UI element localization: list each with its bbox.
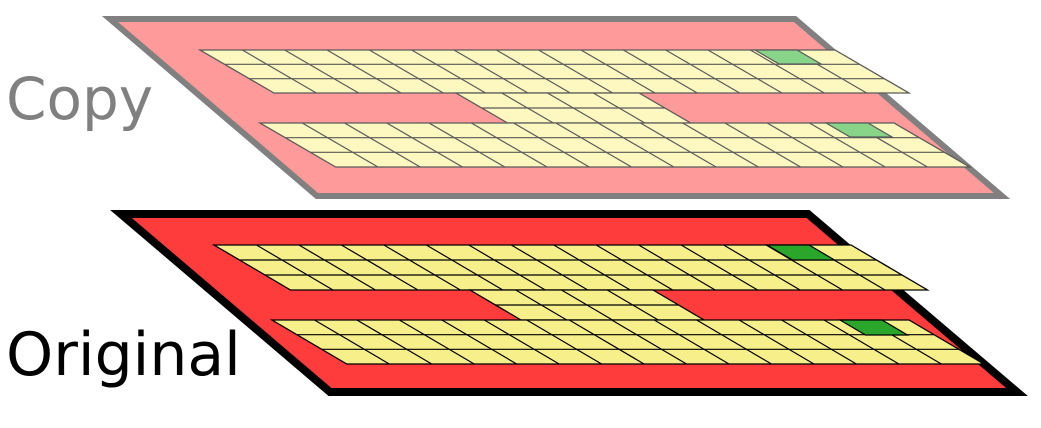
copy-grid-line <box>386 122 463 168</box>
original-grid-line <box>611 319 687 365</box>
original-grid-line <box>561 289 613 321</box>
copy-layer <box>101 16 1011 199</box>
original-grid-line <box>383 244 461 291</box>
copy-grid-line <box>707 49 783 94</box>
original-grid-line <box>653 319 730 365</box>
original-grid-line <box>484 319 560 365</box>
original-grid-line <box>638 244 716 291</box>
copy-marker-cell <box>823 122 895 138</box>
original-grid-line <box>595 244 674 291</box>
original-grid-line <box>510 244 589 291</box>
original-grid-line <box>680 244 758 291</box>
copy-grid-line <box>326 49 402 94</box>
original-grid-line <box>781 319 857 365</box>
copy-grid-line <box>724 122 801 168</box>
copy-grid-line <box>750 49 825 94</box>
copy-label: Copy <box>6 65 154 133</box>
original-grid-line <box>256 244 334 291</box>
copy-grid-line <box>513 122 590 168</box>
copy-grid-line <box>496 49 571 94</box>
original-grid-line <box>399 319 475 365</box>
original-grid-line <box>468 244 546 291</box>
copy-grid-line <box>547 92 600 124</box>
copy-grid-line <box>623 49 698 94</box>
original-grid-line <box>738 319 815 365</box>
copy-grid-line <box>640 122 717 168</box>
original-label: Original <box>6 320 241 390</box>
copy-grid-line <box>809 122 886 168</box>
copy-grid-line <box>411 49 486 94</box>
original-grid-line <box>568 319 645 365</box>
copy-grid-line <box>428 122 506 168</box>
original-grid-line <box>298 244 376 291</box>
original-grid-line <box>426 244 504 291</box>
copy-grid-line <box>501 92 554 124</box>
original-grid-line <box>606 289 659 321</box>
original-grid-line <box>314 319 390 365</box>
copy-grid-line <box>242 49 317 94</box>
copy-grid-line <box>580 49 656 94</box>
original-grid-line <box>356 319 433 365</box>
original-grid-line <box>723 244 801 291</box>
copy-grid-line <box>453 49 529 94</box>
copy-grid-line <box>555 122 632 168</box>
original-marker-cell <box>837 319 910 336</box>
copy-grid-line <box>344 122 421 168</box>
copy-grid-line <box>471 122 548 168</box>
copy-marker-cell <box>752 49 824 65</box>
copy-grid-line <box>665 49 740 94</box>
original-grid-line <box>515 289 568 321</box>
original-grid-line <box>696 319 772 365</box>
copy-grid-line <box>284 49 359 94</box>
copy-grid-line <box>301 122 379 168</box>
copy-grid-line <box>682 122 759 168</box>
original-grid-line <box>553 244 631 291</box>
original-grid-line <box>526 319 602 365</box>
copy-grid-line <box>766 122 844 168</box>
original-grid-line <box>823 319 900 365</box>
original-marker-cell <box>764 244 837 261</box>
copy-grid-line <box>369 49 444 94</box>
original-grid-line <box>341 244 419 291</box>
copy-grid-line <box>538 49 613 94</box>
copy-grid-line <box>592 92 646 124</box>
copy-grid-line <box>597 122 675 168</box>
original-grid-line <box>441 319 517 365</box>
original-layer <box>110 210 1028 396</box>
